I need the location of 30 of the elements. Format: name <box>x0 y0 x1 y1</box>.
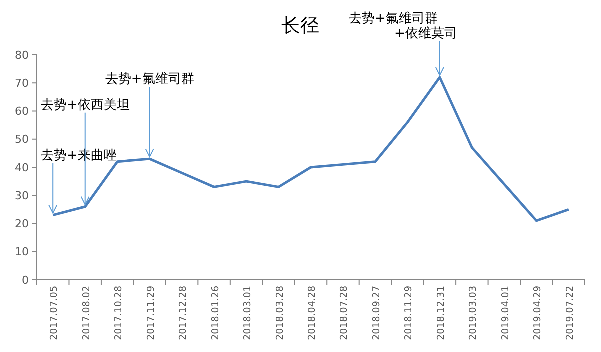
annotation: 去势+依西美坦 <box>41 96 130 113</box>
y-tick-label: 40 <box>15 161 29 174</box>
x-tick-label: 2017.08.02 <box>81 286 92 340</box>
x-tick-label: 2019.04.29 <box>532 286 544 340</box>
y-tick-label: 0 <box>22 274 29 287</box>
x-tick-label: 2017.07.05 <box>49 286 60 340</box>
x-tick-label: 2017.12.28 <box>178 286 190 340</box>
x-tick-label: 2018.07.28 <box>339 286 350 340</box>
x-tick-label: 2018.09.27 <box>371 286 382 340</box>
x-tick-label: 2019.04.01 <box>500 286 512 340</box>
annotation: 去势+氟维司群 <box>105 72 194 88</box>
chart-title: 长径 <box>282 15 320 37</box>
x-tick-label: 2018.12.31 <box>436 286 447 340</box>
y-tick-label: 80 <box>15 48 29 62</box>
x-tick-label: 2017.10.28 <box>114 286 125 340</box>
y-tick-label: 10 <box>15 246 29 259</box>
y-tick-label: 70 <box>15 76 29 90</box>
x-tick-label: 2018.03.28 <box>274 286 286 340</box>
y-tick-label: 20 <box>15 218 29 231</box>
y-tick-label: 30 <box>15 189 29 202</box>
x-tick-label: 2017.11.29 <box>146 286 157 340</box>
x-tick-label: 2018.11.29 <box>404 286 415 340</box>
x-tick-label: 2019.07.22 <box>564 286 576 340</box>
x-tick-label: 2019.03.03 <box>468 286 480 340</box>
annotation: 去势+氟维司群 +依维莫司 <box>348 12 458 42</box>
y-tick-label: 60 <box>15 105 29 118</box>
y-tick-label: 50 <box>15 133 29 146</box>
x-tick-label: 2018.03.01 <box>242 286 254 340</box>
x-tick-label: 2018.04.28 <box>307 286 318 340</box>
x-tick-label: 2018.01.26 <box>210 286 222 340</box>
